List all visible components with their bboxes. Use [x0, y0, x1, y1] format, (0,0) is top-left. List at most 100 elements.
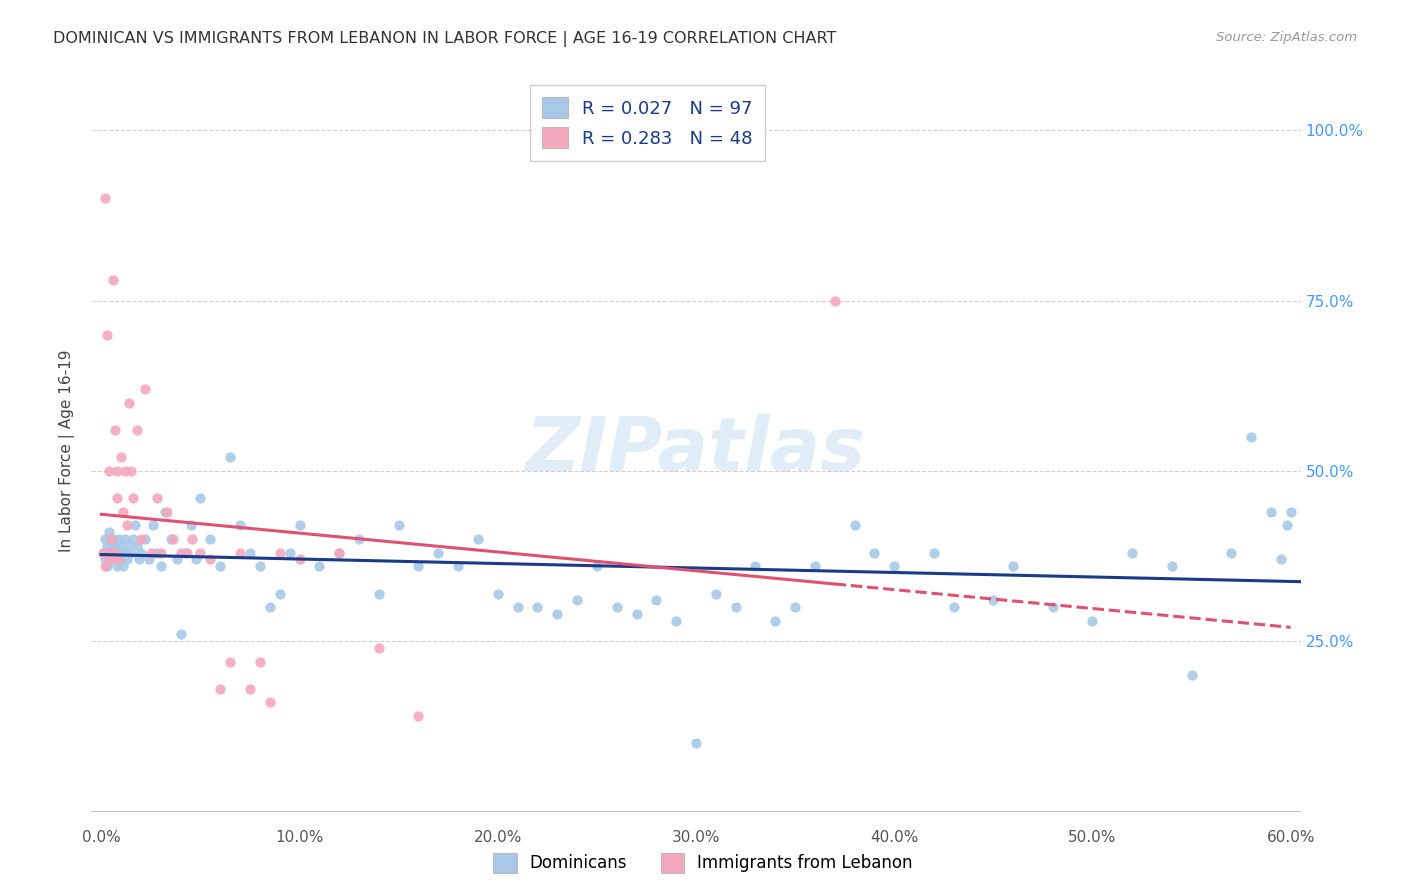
Point [156, 505, 179, 519]
Point [176, 546, 198, 560]
Point [190, 491, 212, 505]
Point [100, 546, 122, 560]
Point [209, 559, 232, 574]
Point [1260, 505, 1282, 519]
Point [169, 627, 191, 641]
Point [149, 559, 172, 574]
Point [408, 709, 430, 723]
Point [103, 532, 125, 546]
Point [105, 546, 128, 560]
Point [105, 491, 128, 505]
Point [169, 546, 191, 560]
Point [181, 532, 204, 546]
Point [1279, 505, 1302, 519]
Point [486, 586, 509, 600]
Point [166, 552, 188, 566]
Point [259, 696, 281, 710]
Point [100, 532, 122, 546]
Point [1081, 614, 1104, 628]
Point [146, 546, 169, 560]
Point [408, 559, 430, 574]
Point [129, 546, 152, 560]
Point [134, 532, 156, 546]
Point [104, 423, 127, 437]
Point [110, 450, 132, 465]
Point [744, 559, 766, 574]
Point [94, 559, 117, 574]
Point [110, 552, 132, 566]
Text: Source: ZipAtlas.com: Source: ZipAtlas.com [1216, 31, 1357, 45]
Point [128, 552, 150, 566]
Point [138, 552, 160, 566]
Point [1220, 546, 1243, 560]
Point [1240, 430, 1263, 444]
Point [103, 273, 125, 287]
Point [1002, 559, 1025, 574]
Point [91, 546, 114, 560]
Point [347, 532, 370, 546]
Point [239, 681, 262, 696]
Point [98, 546, 121, 560]
Point [94, 191, 117, 205]
Point [824, 293, 846, 308]
Point [124, 518, 146, 533]
Point [134, 382, 156, 396]
Point [190, 546, 212, 560]
Point [118, 396, 141, 410]
Point [114, 464, 136, 478]
Point [200, 532, 222, 546]
Point [606, 600, 628, 615]
Point [108, 552, 131, 566]
Point [249, 655, 271, 669]
Point [288, 518, 311, 533]
Point [125, 539, 148, 553]
Point [783, 600, 806, 615]
Point [96, 539, 118, 553]
Point [114, 532, 136, 546]
Point [96, 559, 118, 574]
Point [367, 640, 389, 655]
Point [112, 559, 135, 574]
Point [1275, 518, 1298, 533]
Point [179, 518, 201, 533]
Point [149, 546, 172, 560]
Point [328, 546, 350, 560]
Point [665, 614, 688, 628]
Legend: R = 0.027   N = 97, R = 0.283   N = 48: R = 0.027 N = 97, R = 0.283 N = 48 [530, 85, 765, 161]
Point [506, 600, 529, 615]
Point [388, 518, 411, 533]
Point [94, 532, 117, 546]
Point [146, 491, 169, 505]
Point [122, 491, 145, 505]
Point [112, 546, 135, 560]
Text: ZIPatlas: ZIPatlas [526, 414, 866, 487]
Point [1270, 552, 1292, 566]
Point [704, 586, 727, 600]
Point [269, 586, 291, 600]
Point [200, 552, 222, 566]
Point [103, 546, 125, 560]
Point [103, 552, 125, 566]
Point [173, 546, 195, 560]
Point [108, 546, 131, 560]
Point [159, 532, 181, 546]
Point [328, 546, 350, 560]
Point [96, 327, 118, 342]
Point [209, 681, 232, 696]
Point [763, 614, 786, 628]
Point [110, 539, 132, 553]
Point [229, 518, 252, 533]
Point [1180, 668, 1202, 682]
Point [104, 546, 127, 560]
Point [249, 559, 271, 574]
Point [186, 552, 208, 566]
Point [288, 552, 311, 566]
Point [467, 532, 489, 546]
Point [104, 539, 127, 553]
Point [269, 546, 291, 560]
Point [100, 539, 122, 553]
Point [98, 552, 121, 566]
Point [942, 600, 965, 615]
Point [112, 505, 135, 519]
Point [118, 539, 141, 553]
